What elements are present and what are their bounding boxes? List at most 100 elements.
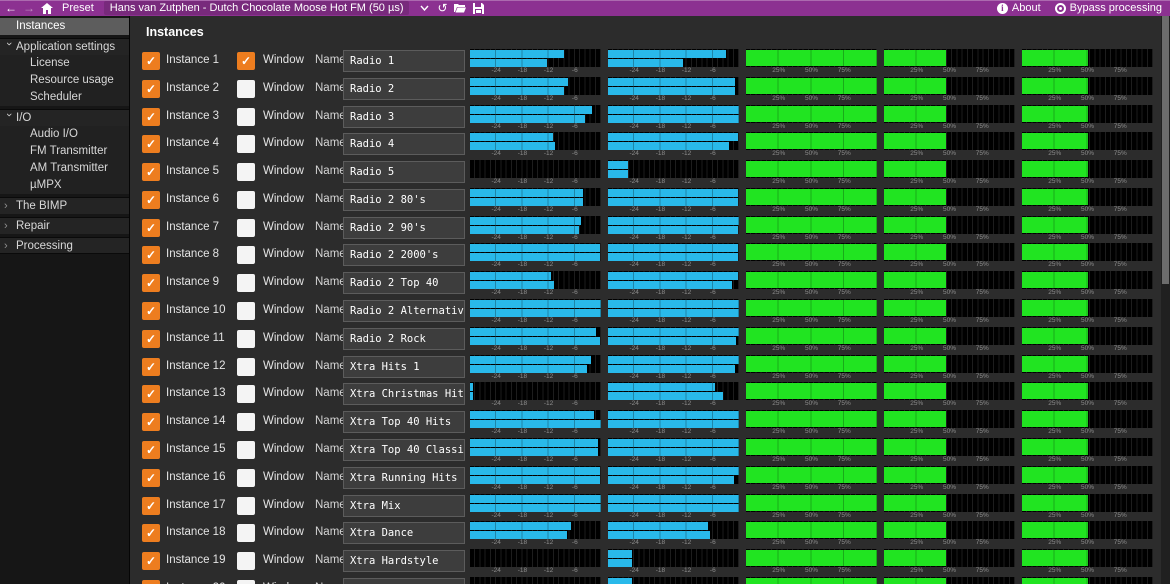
instance-enabled-checkbox[interactable]: ✓ (142, 52, 160, 70)
sidebar-item-instances[interactable]: Instances (0, 18, 129, 35)
instance-name-input[interactable]: Radio 3 (343, 105, 465, 128)
level-meter-a: -24 -18 -12 -6 (470, 242, 601, 268)
sidebar-item-application-settings[interactable]: › Application settings (0, 38, 129, 55)
window-checkbox[interactable] (237, 274, 255, 293)
instance-enabled-checkbox[interactable]: ✓ (142, 107, 160, 126)
instance-name-input[interactable]: Radio 2 Top 40 (343, 272, 465, 295)
instance-enabled-checkbox[interactable]: ✓ (142, 468, 160, 487)
save-icon[interactable] (471, 1, 485, 15)
instance-enabled-checkbox[interactable]: ✓ (142, 496, 160, 515)
info-icon: i (996, 2, 1008, 14)
preset-name[interactable]: Hans van Zutphen - Dutch Chocolate Moose… (103, 1, 410, 15)
instance-name-input[interactable]: Xtra Dance (343, 522, 465, 545)
instance-enabled-checkbox[interactable]: ✓ (142, 440, 160, 459)
instance-label: Instance 2 (166, 81, 220, 94)
scrollbar-thumb[interactable] (1162, 16, 1169, 284)
sidebar-item-processing[interactable]: › Processing (0, 237, 129, 254)
window-checkbox[interactable] (237, 357, 255, 376)
window-checkbox[interactable] (237, 413, 255, 432)
window-checkbox[interactable]: ✓ (237, 52, 255, 70)
instance-name-input[interactable]: Xtra Top 40 Hits (343, 411, 465, 434)
instance-enabled-checkbox[interactable]: ✓ (142, 79, 160, 98)
instance-enabled-checkbox[interactable]: ✓ (142, 246, 160, 265)
instance-name-input[interactable]: Radio 1 (343, 50, 465, 72)
instance-name-input[interactable]: Radio 5 (343, 161, 465, 184)
instance-enabled-checkbox[interactable]: ✓ (142, 135, 160, 154)
sidebar-item-am-transmitter[interactable]: AM Transmitter (0, 160, 129, 177)
instance-name-input[interactable]: Radio 2 Rock (343, 327, 465, 350)
instance-enabled-checkbox[interactable]: ✓ (142, 524, 160, 543)
instance-name-input[interactable]: Radio 2 80's (343, 188, 465, 211)
meter-tick-label: -12 (681, 483, 692, 491)
sidebar-item-audio-i-o[interactable]: Audio I/O (0, 126, 129, 143)
instance-enabled-checkbox[interactable]: ✓ (142, 190, 160, 209)
window-checkbox[interactable] (237, 329, 255, 348)
instance-label: Instance 17 (166, 498, 226, 511)
instance-enabled-checkbox[interactable]: ✓ (142, 329, 160, 348)
window-checkbox[interactable] (237, 552, 255, 571)
sidebar-item-license[interactable]: License (0, 55, 129, 72)
meter-tick-label: 50% (1080, 122, 1095, 130)
about-button[interactable]: i About (996, 2, 1041, 14)
window-checkbox[interactable] (237, 218, 255, 237)
instance-name-input[interactable]: Radio 2 2000's (343, 244, 465, 267)
window-checkbox[interactable] (237, 190, 255, 209)
instance-name-input[interactable]: Radio 4 (343, 133, 465, 156)
sidebar-item-scheduler[interactable]: Scheduler (0, 89, 129, 106)
meter-tick-label: 75% (1113, 372, 1127, 380)
window-checkbox[interactable] (237, 468, 255, 487)
window-checkbox[interactable] (237, 440, 255, 459)
chevron-down-icon[interactable] (417, 1, 431, 15)
instance-name-input[interactable]: Radio 2 (343, 77, 465, 100)
instance-name-input[interactable]: Xtra Hits 1 (343, 355, 465, 378)
bypass-processing-button[interactable]: Bypass processing (1054, 2, 1162, 14)
window-checkbox[interactable] (237, 302, 255, 321)
level-meter-a: -24 -18 -12 -6 (470, 104, 601, 130)
instance-enabled-checkbox[interactable]: ✓ (142, 274, 160, 293)
meter-tick-label: -18 (517, 483, 528, 491)
meter-tick-label: -6 (571, 205, 578, 213)
home-icon[interactable] (40, 1, 54, 15)
sidebar-item-resource-usage[interactable]: Resource usage (0, 72, 129, 89)
sidebar-item-i-o[interactable]: › I/O (0, 109, 129, 126)
instance-enabled-checkbox[interactable]: ✓ (142, 579, 160, 584)
window-checkbox[interactable] (237, 385, 255, 404)
meter-tick-label: -24 (629, 400, 639, 408)
window-checkbox[interactable] (237, 246, 255, 265)
window-checkbox[interactable] (237, 524, 255, 543)
instance-name-input[interactable]: Radio 2 Alternative (343, 300, 465, 323)
instance-enabled-checkbox[interactable]: ✓ (142, 163, 160, 182)
window-checkbox[interactable] (237, 79, 255, 98)
undo-icon[interactable]: ↺ (437, 1, 448, 15)
instance-enabled-checkbox[interactable]: ✓ (142, 357, 160, 376)
instance-name-input[interactable] (343, 577, 465, 584)
open-folder-icon[interactable] (453, 1, 467, 15)
sidebar-item--mpx[interactable]: µMPX (0, 177, 129, 194)
meter-tick-label: 75% (975, 344, 989, 352)
forward-arrow-icon[interactable]: → (23, 1, 35, 15)
instance-name-input[interactable]: Xtra Christmas Hits (343, 383, 465, 406)
window-checkbox[interactable] (237, 496, 255, 515)
instance-name-input[interactable]: Radio 2 90's (343, 216, 465, 239)
window-checkbox[interactable] (237, 135, 255, 154)
instance-name-input[interactable]: Xtra Running Hits (343, 466, 465, 489)
window-checkbox[interactable] (237, 163, 255, 182)
level-meter-c: 25% 50% 75% (746, 326, 877, 352)
instance-enabled-checkbox[interactable]: ✓ (142, 413, 160, 432)
sidebar-item-fm-transmitter[interactable]: FM Transmitter (0, 143, 129, 160)
instance-name-input[interactable]: Xtra Hardstyle (343, 550, 465, 573)
vertical-scrollbar[interactable] (1161, 16, 1170, 584)
instance-enabled-checkbox[interactable]: ✓ (142, 552, 160, 571)
instance-name-input[interactable]: Xtra Top 40 Classic (343, 438, 465, 461)
sidebar-item-repair[interactable]: › Repair (0, 217, 129, 234)
window-checkbox[interactable] (237, 579, 255, 584)
instance-name-input[interactable]: Xtra Mix (343, 494, 465, 517)
instance-enabled-checkbox[interactable]: ✓ (142, 385, 160, 404)
back-arrow-icon[interactable]: ← (5, 1, 17, 15)
window-checkbox[interactable] (237, 107, 255, 126)
instance-enabled-checkbox[interactable]: ✓ (142, 218, 160, 237)
meter-tick-label: -18 (655, 94, 666, 102)
sidebar-item-the-bimp[interactable]: › The BIMP (0, 197, 129, 214)
instance-enabled-checkbox[interactable]: ✓ (142, 302, 160, 321)
meter-tick-label: -6 (571, 317, 578, 325)
